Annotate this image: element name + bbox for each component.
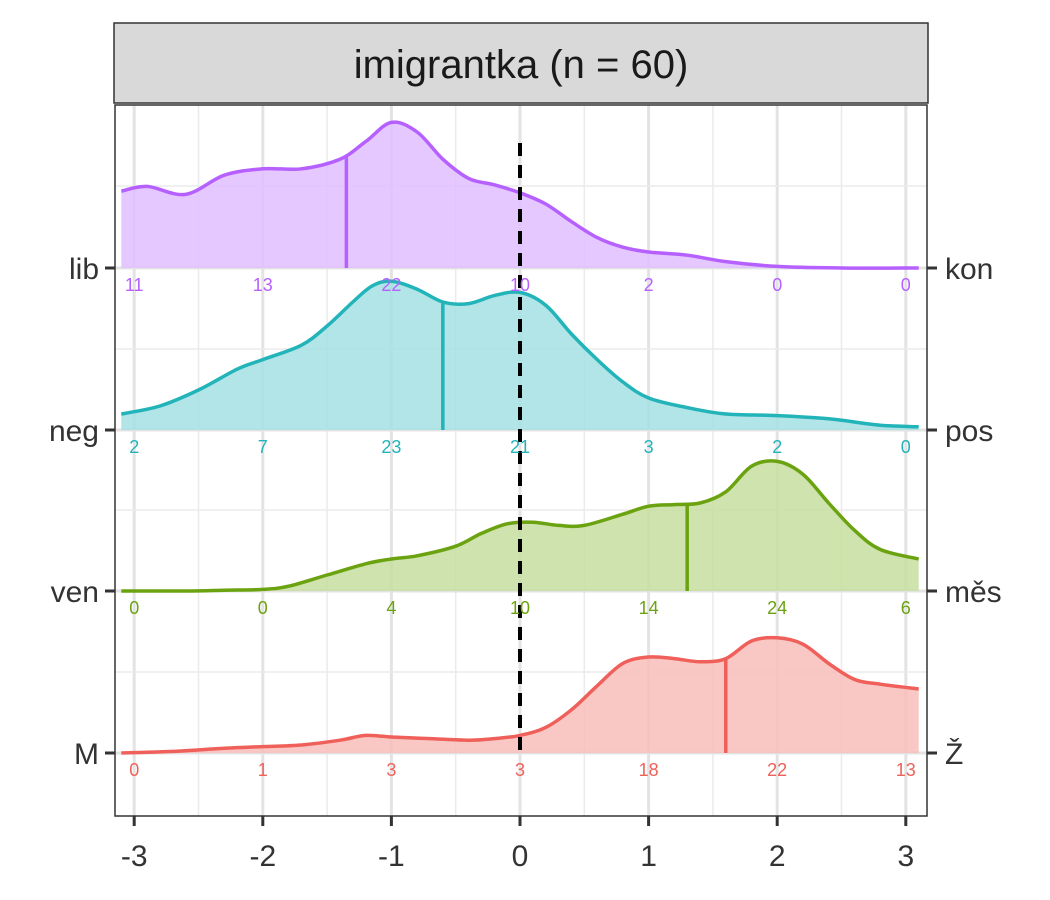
left-y-label: M	[74, 738, 99, 771]
count-label: 11	[125, 275, 144, 295]
count-label: 2	[772, 437, 782, 457]
x-tick-label: 0	[512, 840, 529, 873]
count-label: 23	[381, 437, 401, 457]
density-area	[121, 637, 919, 753]
count-labels: 11 13 22 10 2 0 02 7 23 21 3 2 00 0 4 10 14 24 60 1 3 3 18 22 13	[125, 275, 916, 780]
left-y-axis: lib neg ven M	[49, 253, 115, 771]
count-label: 10	[510, 275, 530, 295]
right-y-label: Ž	[945, 738, 963, 771]
x-tick-label: -3	[121, 840, 148, 873]
ridge-neg-pos	[120, 279, 919, 430]
count-label: 0	[129, 760, 139, 780]
left-y-label: ven	[51, 576, 99, 609]
right-y-label: pos	[945, 415, 993, 448]
count-label: 0	[772, 275, 782, 295]
count-label: 13	[253, 275, 273, 295]
count-label: 21	[510, 437, 530, 457]
count-label: 13	[896, 760, 916, 780]
density-line	[121, 635, 919, 755]
count-label: 0	[129, 598, 139, 618]
count-label: 22	[381, 275, 401, 295]
x-tick-label: -1	[378, 840, 405, 873]
count-label: 6	[901, 598, 911, 618]
count-label: 2	[644, 275, 654, 295]
right-y-label: měs	[945, 576, 1002, 609]
count-label: 22	[767, 760, 787, 780]
count-label: 3	[644, 437, 654, 457]
count-label: 4	[386, 598, 396, 618]
count-label: 2	[129, 437, 139, 457]
density-area	[121, 281, 919, 430]
count-label: 3	[515, 760, 525, 780]
right-y-axis: kon pos měs Ž	[927, 253, 1002, 771]
count-label: 14	[639, 598, 659, 618]
count-label: 0	[258, 598, 268, 618]
count-label: 10	[510, 598, 530, 618]
right-y-label: kon	[945, 253, 993, 286]
x-axis: -3 -2 -1 0 1 2 3	[121, 816, 914, 873]
count-label: 7	[258, 437, 268, 457]
count-label: 0	[901, 437, 911, 457]
count-label: 24	[767, 598, 787, 618]
count-label: 1	[258, 760, 268, 780]
count-label: 18	[639, 760, 659, 780]
count-label: 0	[901, 275, 911, 295]
x-tick-label: 2	[769, 840, 786, 873]
facet-strip-title: imigrantka (n = 60)	[354, 43, 689, 87]
ridge-M-Ž	[121, 635, 919, 755]
facet-strip	[113, 22, 929, 104]
x-tick-label: 1	[640, 840, 657, 873]
x-tick-label: 3	[897, 840, 914, 873]
left-y-label: neg	[49, 415, 99, 448]
density-line	[120, 279, 919, 429]
left-y-label: lib	[69, 253, 99, 286]
density-line	[121, 459, 920, 593]
count-label: 3	[386, 760, 396, 780]
x-tick-label: -2	[249, 840, 276, 873]
density-line	[120, 120, 919, 270]
